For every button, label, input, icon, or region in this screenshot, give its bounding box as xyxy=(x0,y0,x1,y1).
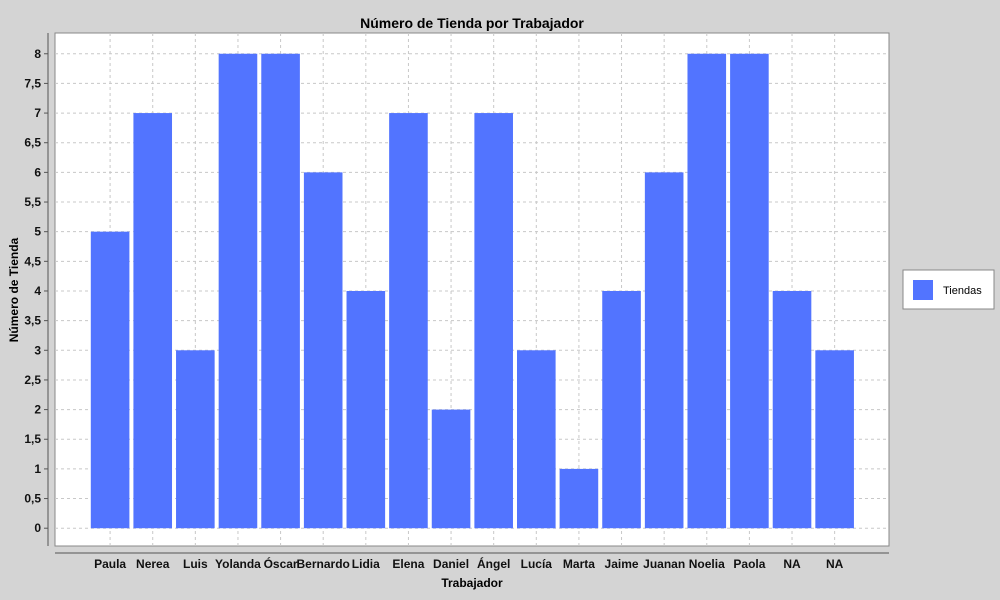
x-tick-label: Marta xyxy=(563,557,595,571)
y-tick-label: 5,5 xyxy=(24,195,41,209)
legend: Tiendas xyxy=(902,269,995,310)
y-tick-label: 4 xyxy=(34,284,41,298)
bar-6 xyxy=(303,172,343,529)
bar-2 xyxy=(133,113,173,529)
y-tick-label: 3 xyxy=(34,343,41,357)
bar-9 xyxy=(431,409,471,529)
y-axis-label: Número de Tienda xyxy=(7,237,21,342)
legend-swatch xyxy=(913,280,933,300)
y-tick-label: 0,5 xyxy=(24,492,41,506)
bar-15 xyxy=(687,53,727,529)
x-tick-label: Luis xyxy=(183,557,208,571)
x-tick-label: Paula xyxy=(94,557,126,571)
y-tick-label: 6,5 xyxy=(24,136,41,150)
bar-7 xyxy=(346,290,386,529)
x-axis-label: Trabajador xyxy=(441,576,503,590)
x-tick-label: Ángel xyxy=(477,556,510,571)
x-tick-label: Óscar xyxy=(264,556,298,571)
y-tick-label: 6 xyxy=(34,165,41,179)
y-tick-label: 3,5 xyxy=(24,314,41,328)
bar-16 xyxy=(730,53,769,529)
y-tick-label: 1,5 xyxy=(24,432,41,446)
bar-12 xyxy=(559,468,599,529)
bar-18 xyxy=(815,350,854,529)
x-tick-label: Lucía xyxy=(521,557,553,571)
y-tick-label: 1 xyxy=(34,462,41,476)
chart-title: Número de Tienda por Trabajador xyxy=(360,15,584,31)
bar-13 xyxy=(602,290,641,529)
x-tick-label: Noelia xyxy=(689,557,725,571)
bar-11 xyxy=(517,350,556,529)
y-tick-label: 0 xyxy=(34,521,41,535)
bar-1 xyxy=(90,231,130,529)
y-tick-label: 8 xyxy=(34,47,41,61)
y-tick-label: 7,5 xyxy=(24,76,41,90)
y-axis: 0 0,5 1 1,5 2 2,5 3 3,5 4 4,5 5 5,5 6 6,5 7 7,5 8 xyxy=(24,33,49,546)
bar-5 xyxy=(261,53,300,529)
x-tick-label: Lidia xyxy=(352,557,380,571)
y-tick-label: 5 xyxy=(34,225,41,239)
x-tick-label: NA xyxy=(826,557,844,571)
bar-10 xyxy=(474,113,513,529)
bar-14 xyxy=(644,172,684,529)
bar-8 xyxy=(389,113,428,529)
x-tick-label: Jaime xyxy=(605,557,639,571)
x-tick-label: Juanan xyxy=(643,557,685,571)
legend-label: Tiendas xyxy=(943,285,982,297)
x-tick-label: Bernardo xyxy=(297,557,350,571)
x-tick-label: Nerea xyxy=(136,557,170,571)
y-tick-label: 7 xyxy=(34,106,41,120)
y-tick-label: 4,5 xyxy=(24,254,41,268)
x-tick-label: Yolanda xyxy=(215,557,261,571)
x-tick-label: Paola xyxy=(733,557,765,571)
bars xyxy=(90,53,854,529)
bar-3 xyxy=(176,350,215,529)
x-tick-label: Daniel xyxy=(433,557,469,571)
bar-4 xyxy=(218,53,258,529)
x-tick-label: NA xyxy=(783,557,801,571)
y-tick-label: 2 xyxy=(34,403,41,417)
bar-17 xyxy=(772,290,812,529)
x-tick-label: Elena xyxy=(392,557,424,571)
y-tick-label: 2,5 xyxy=(24,373,41,387)
